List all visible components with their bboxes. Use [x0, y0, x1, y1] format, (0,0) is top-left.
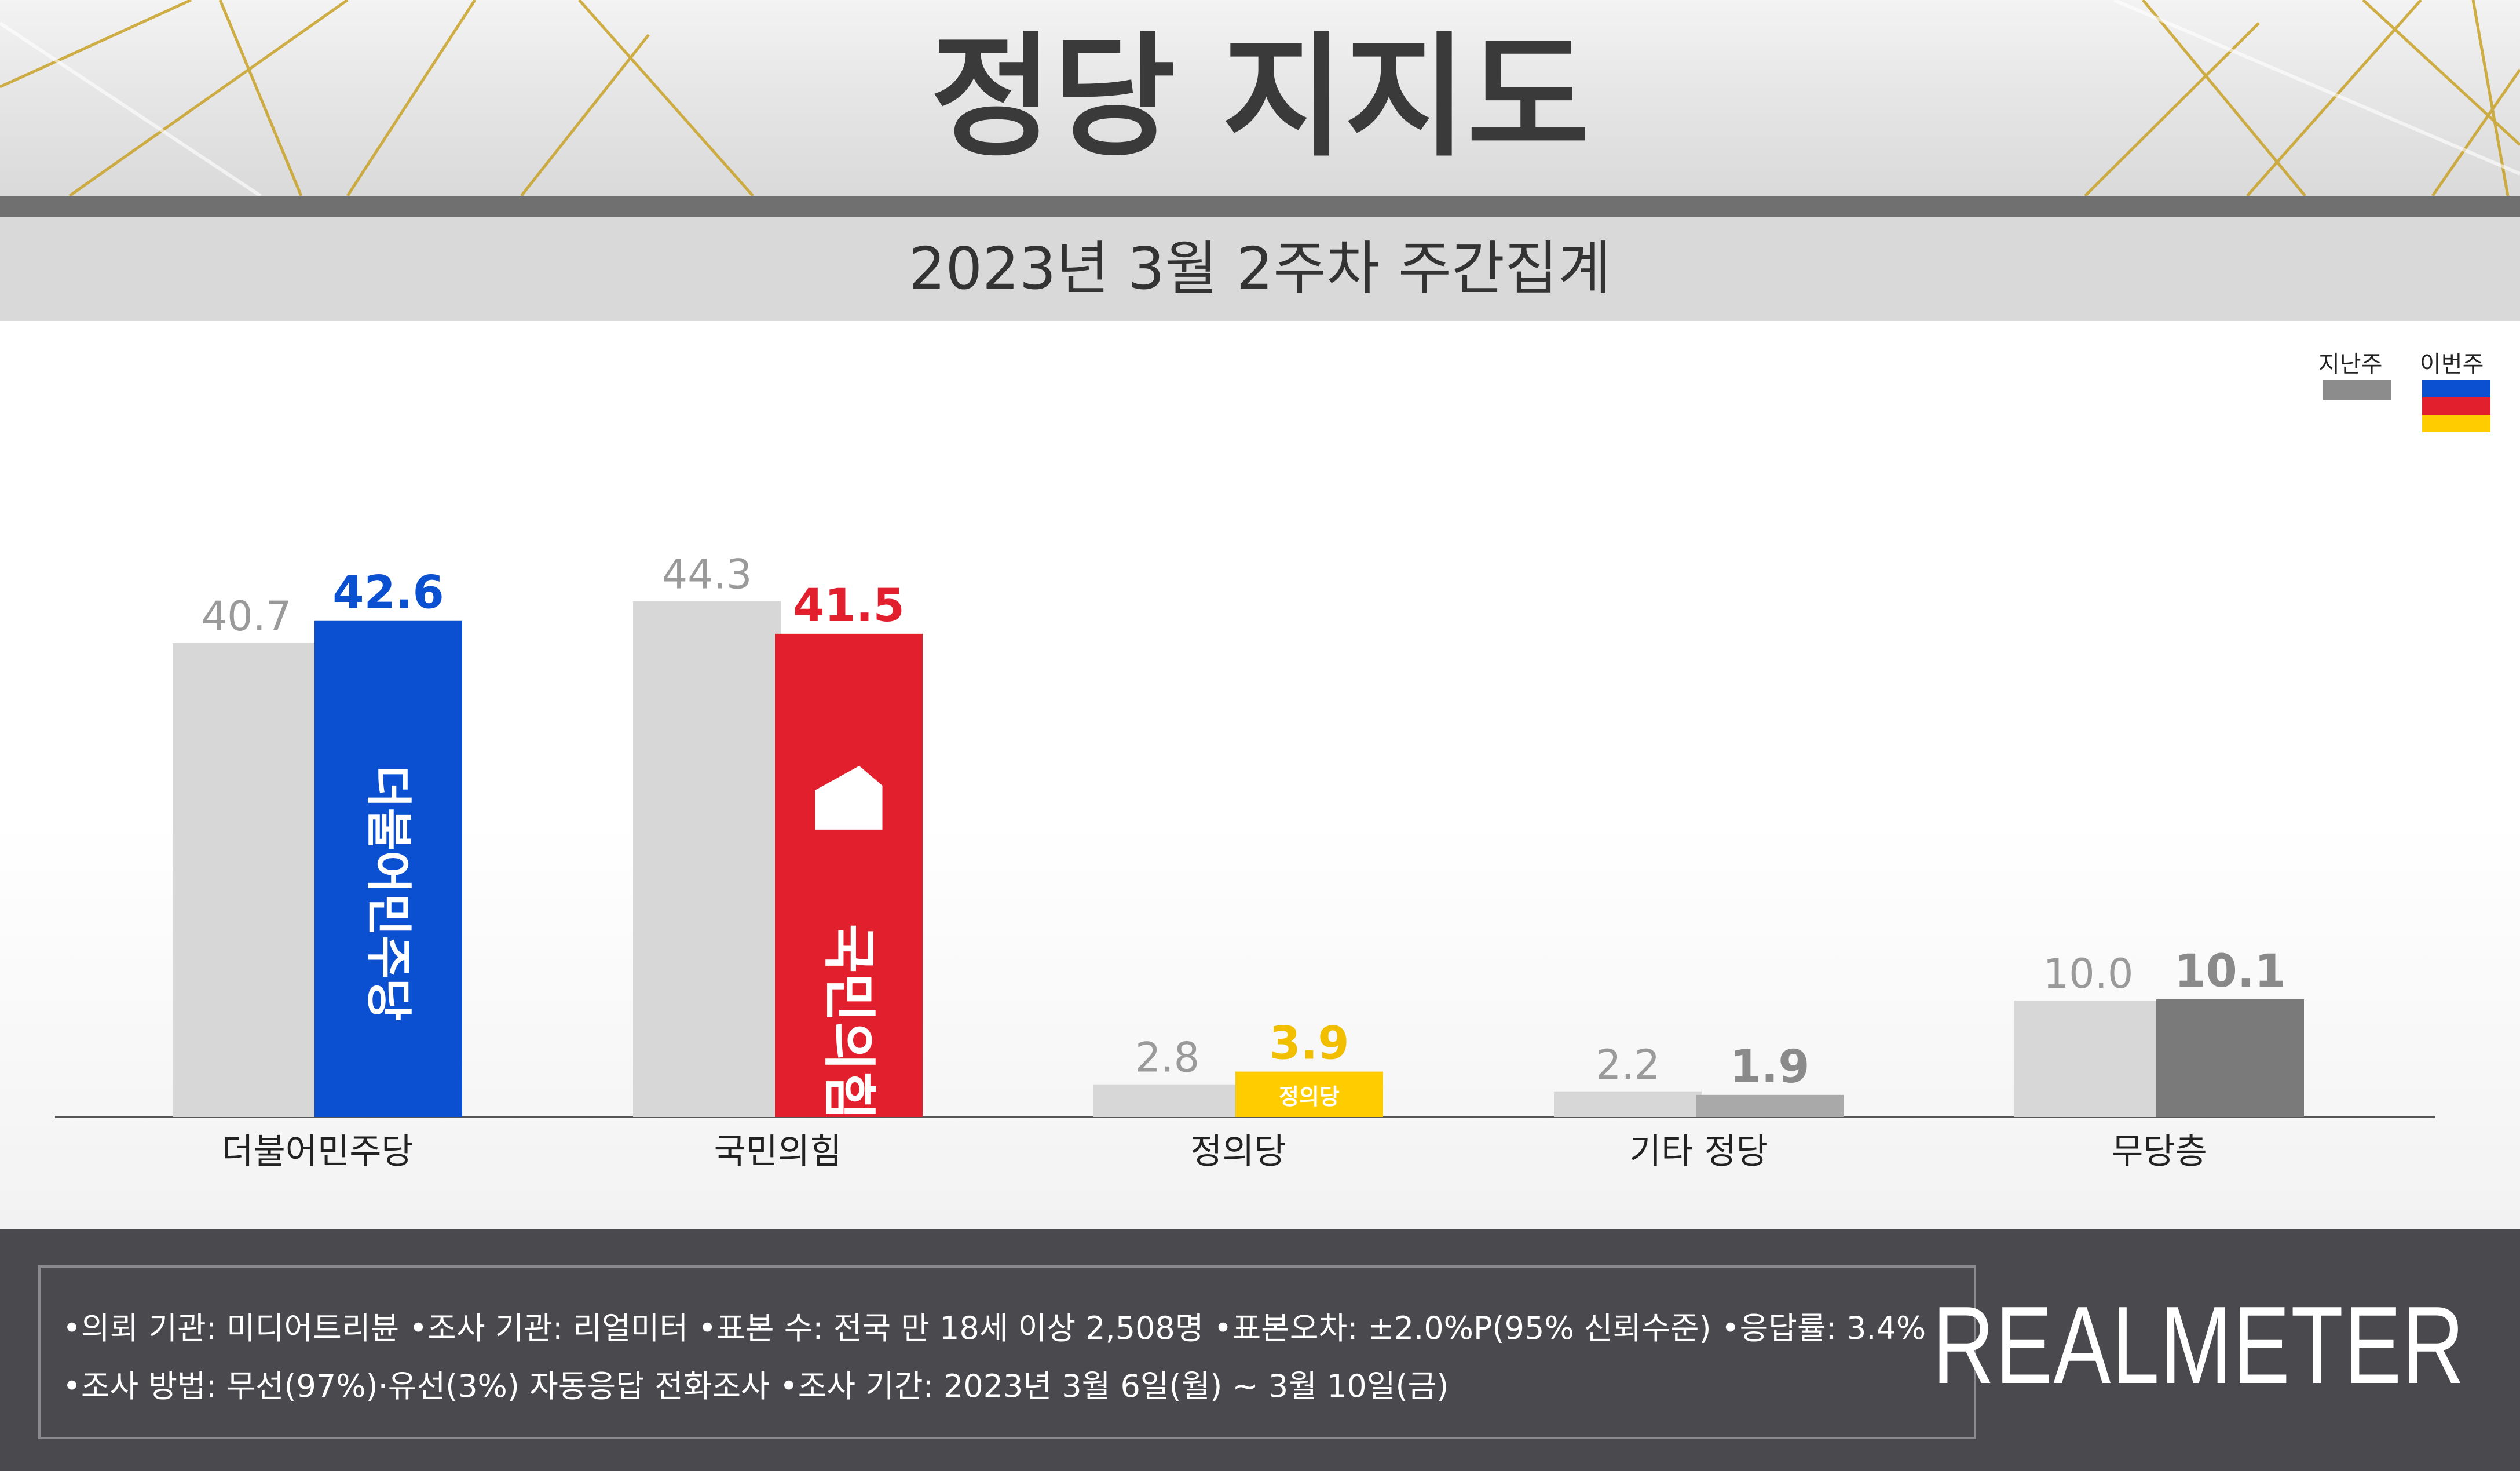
bar-this-week-3: [1696, 1094, 1844, 1117]
bar-this-week-0: [314, 620, 462, 1117]
bar-last-week-1: [633, 601, 781, 1117]
value-label-last-week-2: 2.8: [1135, 1034, 1199, 1082]
survey-footer: •의뢰 기관: 미디어트리뷴 •조사 기관: 리얼미터 •표본 수: 전국 만 …: [0, 1229, 2520, 1471]
survey-note-line-1: •의뢰 기관: 미디어트리뷴 •조사 기관: 리얼미터 •표본 수: 전국 만 …: [63, 1310, 1926, 1346]
bar-this-week-1: [775, 633, 923, 1117]
party-logo-text-1: 국민의힘: [818, 924, 880, 1120]
bar-last-week-2: [1093, 1084, 1241, 1117]
legend-swatch-this-week: [2422, 380, 2490, 432]
value-label-last-week-0: 40.7: [202, 593, 292, 640]
category-label-3: 기타 정당: [1629, 1131, 1768, 1172]
category-label-2: 정의당: [1190, 1131, 1286, 1172]
ppp-symbol-icon: [815, 765, 883, 830]
bar-last-week-0: [173, 643, 320, 1117]
survey-note-line-2: •조사 방법: 무선(97%)·유선(3%) 자동응답 전화조사 •조사 기간:…: [63, 1368, 1449, 1404]
legend-swatch-last-week: [2323, 380, 2391, 400]
realmeter-logo: REALMETER: [1932, 1284, 2465, 1407]
header-decoration: [0, 0, 2520, 196]
bar-this-week-4: [2156, 999, 2304, 1117]
header-divider: [0, 196, 2520, 217]
category-label-0: 더불어민주당: [221, 1131, 413, 1172]
bar-last-week-3: [1554, 1091, 1702, 1117]
subtitle-bar: 2023년 3월 2주차 주간집계: [0, 217, 2520, 321]
party-logo-text-0: 더불어민주당: [361, 765, 415, 1021]
value-label-last-week-1: 44.3: [662, 551, 752, 598]
value-label-this-week-4: 10.1: [2174, 946, 2285, 998]
value-label-last-week-3: 2.2: [1596, 1041, 1660, 1089]
survey-notes-box: •의뢰 기관: 미디어트리뷴 •조사 기관: 리얼미터 •표본 수: 전국 만 …: [38, 1265, 1976, 1439]
bar-last-week-4: [2014, 1001, 2162, 1117]
value-label-last-week-4: 10.0: [2043, 950, 2134, 998]
category-label-1: 국민의힘: [714, 1131, 842, 1172]
value-label-this-week-0: 42.6: [332, 567, 444, 619]
page-subtitle: 2023년 3월 2주차 주간집계: [908, 235, 1612, 302]
legend-label-last-week: 지난주: [2318, 351, 2383, 378]
bar-this-week-2: [1235, 1071, 1383, 1117]
header-banner: 정당 지지도: [0, 0, 2520, 196]
value-label-this-week-2: 3.9: [1269, 1018, 1349, 1070]
party-logo-text-2: 정의당: [1279, 1084, 1340, 1109]
legend-label-this-week: 이번주: [2420, 351, 2484, 378]
category-label-4: 무당층: [2111, 1131, 2207, 1172]
value-label-this-week-3: 1.9: [1729, 1041, 1809, 1093]
value-label-this-week-1: 41.5: [793, 580, 904, 632]
page-title: 정당 지지도: [930, 20, 1590, 175]
